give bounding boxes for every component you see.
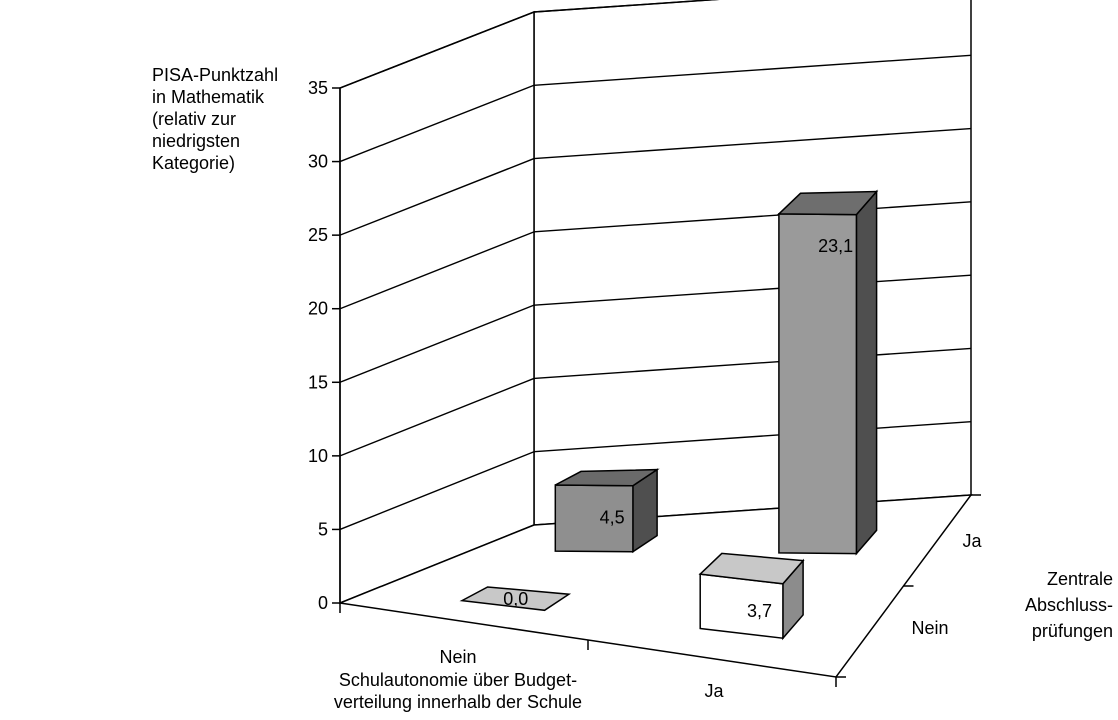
x-tick-label: Ja [704,681,724,701]
gridline-side [339,304,535,383]
z-axis-title-line: Zentrale [1046,569,1113,589]
y-tick-label: 30 [308,152,328,172]
y-axis-title-line: Kategorie) [152,153,236,173]
gridline-side [339,157,535,236]
z-tick-label: Nein [911,618,948,638]
z-axis-title: Zentrale Abschluss- prüfungen [985,566,1113,644]
y-tick-label: 5 [318,519,328,539]
bar-side [855,189,878,556]
bar-value-label: 23,1 [818,236,853,256]
y-tick-label: 25 [308,225,328,245]
side-wall [339,10,535,605]
gridline-back [533,127,972,160]
y-axis-title: PISA-Punktzahl in Mathematik (relativ zu… [152,64,312,174]
gridline-back [533,0,720,13]
gridline-side [339,231,535,310]
bar-value-label: 4,5 [600,507,625,527]
y-tick-label: 35 [308,78,328,98]
y-tick-label: 20 [308,299,328,319]
bar-front [778,213,858,555]
z-axis-title-line: prüfungen [1031,621,1113,641]
back-wall [533,0,972,526]
gridline-side [339,451,535,531]
y-axis-title-line: in Mathematik [152,87,265,107]
y-tick-label: 15 [308,372,328,392]
bar-top [554,468,660,487]
gridline-back [533,347,972,380]
y-axis-title-line: PISA-Punktzahl [152,65,279,85]
gridline-back [533,421,972,453]
gridline-back [533,274,972,306]
x-axis-title-line: verteilung innerhalb der Schule [333,692,583,712]
y-tick-label: 10 [308,446,328,466]
gridline-back [533,201,972,233]
x-axis-title-line: Schulautonomie über Budget- [338,670,578,690]
x-tick-label: Nein [439,647,476,667]
x-axis-title: Schulautonomie über Budget- verteilung i… [288,669,628,713]
y-axis-title-line: niedrigsten [152,131,241,151]
bar-value-label: 0,0 [503,589,528,609]
gridline-side [339,11,535,89]
y-axis-title-line: (relativ zur [152,109,237,129]
gridline-side [339,377,535,457]
gridline-back [533,54,972,86]
z-axis-title-line: Abschluss- [1024,595,1113,615]
bar-top [698,552,805,585]
bar-top [777,190,879,216]
y-tick-label: 0 [318,593,328,613]
gridline-side [339,84,535,163]
z-tick-label: Ja [962,531,982,551]
bar-value-label: 3,7 [747,601,772,621]
bar-top [459,586,572,612]
